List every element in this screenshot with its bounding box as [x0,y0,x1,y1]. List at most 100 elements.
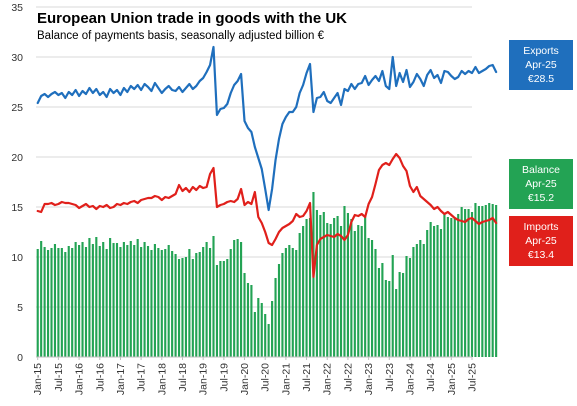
balance-bar [246,283,250,357]
balance-bar [474,203,477,357]
y-tick-label: 20 [11,152,23,164]
balance-bar [491,204,494,357]
balance-bar [339,226,343,357]
balance-bar [274,278,277,357]
balance-bar [36,249,39,357]
balance-bar [353,231,356,357]
balance-bar [143,242,146,357]
balance-bar [195,253,198,357]
balance-bar [319,215,322,357]
balance-bar [367,238,370,357]
imports-line [36,152,498,279]
balance-bar [177,259,181,357]
balance-bar [388,281,391,357]
balance-bar [122,242,125,357]
balance-bar [298,233,301,357]
balance-bar [401,273,405,357]
balance-bar [405,256,408,357]
balance-bar [333,218,336,357]
balance-bar [488,203,491,357]
balance-bar [481,206,484,357]
x-tick-label: Jan-24 [404,363,416,395]
balance-bar [336,216,339,357]
balance-bar [443,214,446,357]
legend-imports-value: €13.4 [528,249,554,261]
balance-bar [374,249,377,357]
balance-bar [208,248,212,357]
balance-bar [305,219,308,357]
balance-bar [81,242,84,357]
balance-bar [95,237,98,357]
balance-bar [205,242,208,357]
balance-bar [302,226,305,357]
x-tick-label: Jan-22 [322,363,334,395]
balance-bar [115,243,119,357]
balance-bar [360,226,363,357]
balance-bar [467,209,470,357]
balance-bar [291,248,294,357]
y-tick-label: 5 [17,302,23,314]
balance-bar [257,298,260,357]
balance-bar [277,264,281,357]
x-tick-label: Jul-23 [384,363,396,392]
balance-bar [288,245,291,357]
x-tick-label: Jul-21 [301,363,313,392]
balance-bar [105,249,108,357]
balance-bar [98,246,101,357]
legend-box-balance [509,159,573,209]
x-tick-label: Jul-19 [218,363,230,392]
balance-bar [457,214,460,357]
y-tick-label: 0 [17,352,23,364]
balance-bar [212,236,215,357]
balance-bar [308,218,312,357]
balance-bar [153,244,156,357]
balance-bar [460,207,463,357]
balance-bar [40,241,43,357]
x-tick-label: Jan-23 [363,363,375,395]
x-tick-label: Jul-20 [260,363,272,392]
balance-bar [398,272,401,357]
balance-bar [395,289,398,357]
balance-bar [140,247,143,357]
balance-bar [484,205,487,357]
balance-bar [198,252,201,357]
legend-balance-period: Apr-25 [525,178,557,190]
balance-bar [253,312,256,357]
balance-bar [267,324,270,357]
balance-bar [222,261,225,357]
balance-bar [84,247,88,357]
y-tick-label: 35 [11,2,23,14]
balance-bar [419,240,422,357]
legend-exports-value: €28.5 [528,73,554,85]
x-tick-label: Jan-20 [239,363,251,395]
legend-balance-name: Balance [522,164,560,176]
x-tick-label: Jan-19 [198,363,210,395]
series-lines [36,45,498,279]
balance-bar [202,247,205,357]
balance-bar [164,249,167,357]
balance-bar [370,240,374,357]
legend-exports-period: Apr-25 [525,59,557,71]
x-tick-label: Jan-16 [74,363,86,395]
balance-bar [391,255,394,357]
balance-bar [133,245,136,357]
balance-bar [377,268,381,357]
balance-bar [450,218,453,357]
x-tick-label: Jul-25 [467,363,479,392]
balance-bar [112,243,115,357]
balance-bar [119,247,122,357]
y-tick-label: 30 [11,52,23,64]
y-tick-label: 25 [11,102,23,114]
balance-bar [50,248,53,357]
balance-bar [91,244,94,357]
balance-bar [422,244,425,357]
balance-bar [109,238,112,357]
axes: 0 5 10 15 20 25 30 35 Jan-15 Jul-15 Jan-16 Jul-16 Ja… [11,2,478,395]
balance-bar [184,257,187,357]
balance-bar [215,265,219,357]
balance-bar [271,301,274,357]
balance-bars [36,192,498,357]
balance-bar [57,248,60,357]
